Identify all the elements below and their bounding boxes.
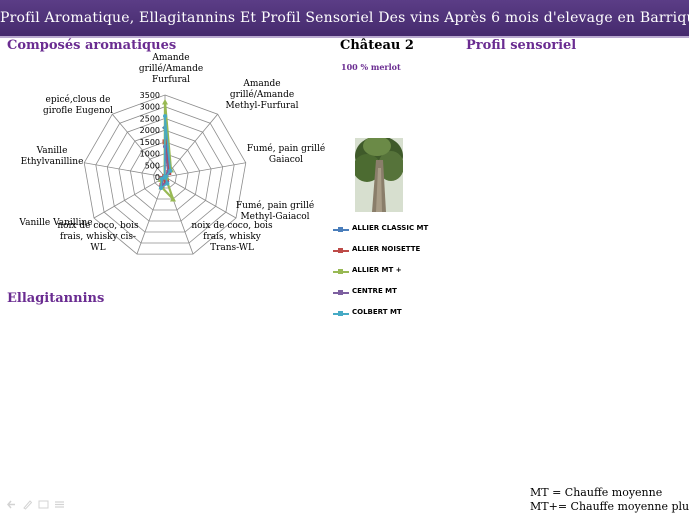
radar-tick-label: 2500: [140, 114, 160, 123]
legend-label: ALLIER MT +: [352, 266, 402, 274]
tree-photo: [355, 138, 403, 212]
section-sensory-title: Profil sensoriel: [466, 38, 577, 53]
nav-pen-icon[interactable]: [22, 499, 33, 510]
radar-spoke: [84, 162, 166, 178]
footnote-line-1: MT = Chauffe moyenne: [530, 486, 663, 499]
title-bar: Profil Aromatique, Ellagitannins Et Prof…: [0, 0, 689, 38]
legend-label: ALLIER CLASSIC MT: [352, 224, 429, 232]
radar-axis-label: Fumé, pain grillé Gaiacol: [247, 143, 325, 165]
radar-point: [162, 174, 167, 179]
radar-spoke: [164, 162, 246, 178]
nav-back-icon[interactable]: [6, 499, 17, 510]
radar-point: [162, 99, 168, 105]
radar-tick-label: 3000: [140, 103, 160, 112]
radar-grid-ring: [141, 153, 189, 200]
radar-axis-label: noix de coco, bois frais, whisky cis-WL: [57, 221, 139, 253]
radar-point: [170, 196, 177, 202]
radar-spoke: [93, 176, 166, 219]
radar-axis-label: Vanille Vanilline: [18, 218, 92, 228]
chateau-title: Château 2: [340, 38, 414, 53]
radar-spoke: [164, 113, 219, 178]
radar-tick-label: 1500: [140, 138, 160, 147]
legend-marker: [338, 269, 343, 274]
slide-nav-toolbar: [6, 499, 66, 511]
radar-tick-label: 0: [155, 173, 160, 182]
footnote-line-2: MT+= Chauffe moyenne plus: [530, 500, 689, 513]
nav-slides-icon[interactable]: [38, 499, 49, 510]
legend-marker: [338, 227, 343, 232]
radar-grid-ring: [118, 129, 212, 222]
radar-point: [158, 186, 163, 191]
radar-grid-ring: [95, 106, 235, 244]
radar-axis-label: epicé,clous de girofle Eugenol: [43, 94, 113, 116]
radar-axis-label: Amande grillé/Amande Furfural: [139, 53, 203, 85]
radar-point: [159, 176, 164, 181]
radar-grid-ring: [106, 117, 224, 233]
chateau-subtitle: 100 % merlot: [341, 62, 401, 72]
radar-tick-label: 1000: [140, 150, 160, 159]
legend-label: COLBERT MT: [352, 308, 402, 316]
section-aromatic-title: Composés aromatiques: [7, 38, 177, 53]
radar-axis-label: noix de coco, bois frais, whisky Trans-WL: [191, 221, 273, 253]
radar-point: [163, 114, 167, 119]
legend-label: CENTRE MT: [352, 287, 397, 295]
section-ellagitannins-title: Ellagitannins: [7, 291, 105, 306]
slide-title: Profil Aromatique, Ellagitannins Et Prof…: [0, 10, 689, 26]
radar-axis-label: Amande grillé/Amande Methyl-Furfural: [226, 79, 299, 111]
footnote: MT = Chauffe moyenne MT+= Chauffe moyenn…: [530, 486, 689, 514]
legend-marker: [338, 248, 343, 253]
radar-tick-label: 2000: [140, 126, 160, 135]
radar-point: [165, 181, 170, 186]
radar-spoke: [164, 176, 237, 219]
legend-marker: [338, 311, 343, 316]
radar-grid-ring: [129, 141, 201, 211]
legend-marker: [338, 290, 343, 295]
radar-tick-label: 3500: [140, 91, 160, 100]
radar-axis-label: Vanille Ethylvanilline: [21, 146, 84, 167]
radar-axis-label: Fumé, pain grillé Methyl-Gaiacol: [236, 200, 314, 222]
nav-menu-icon[interactable]: [54, 499, 65, 510]
radar-spoke: [111, 113, 166, 178]
radar-grid-ring: [83, 94, 247, 255]
legend-label: ALLIER NOISETTE: [352, 245, 421, 253]
radar-grid-ring: [153, 164, 177, 189]
radar-tick-label: 500: [145, 161, 160, 170]
radar-point: [168, 168, 173, 173]
